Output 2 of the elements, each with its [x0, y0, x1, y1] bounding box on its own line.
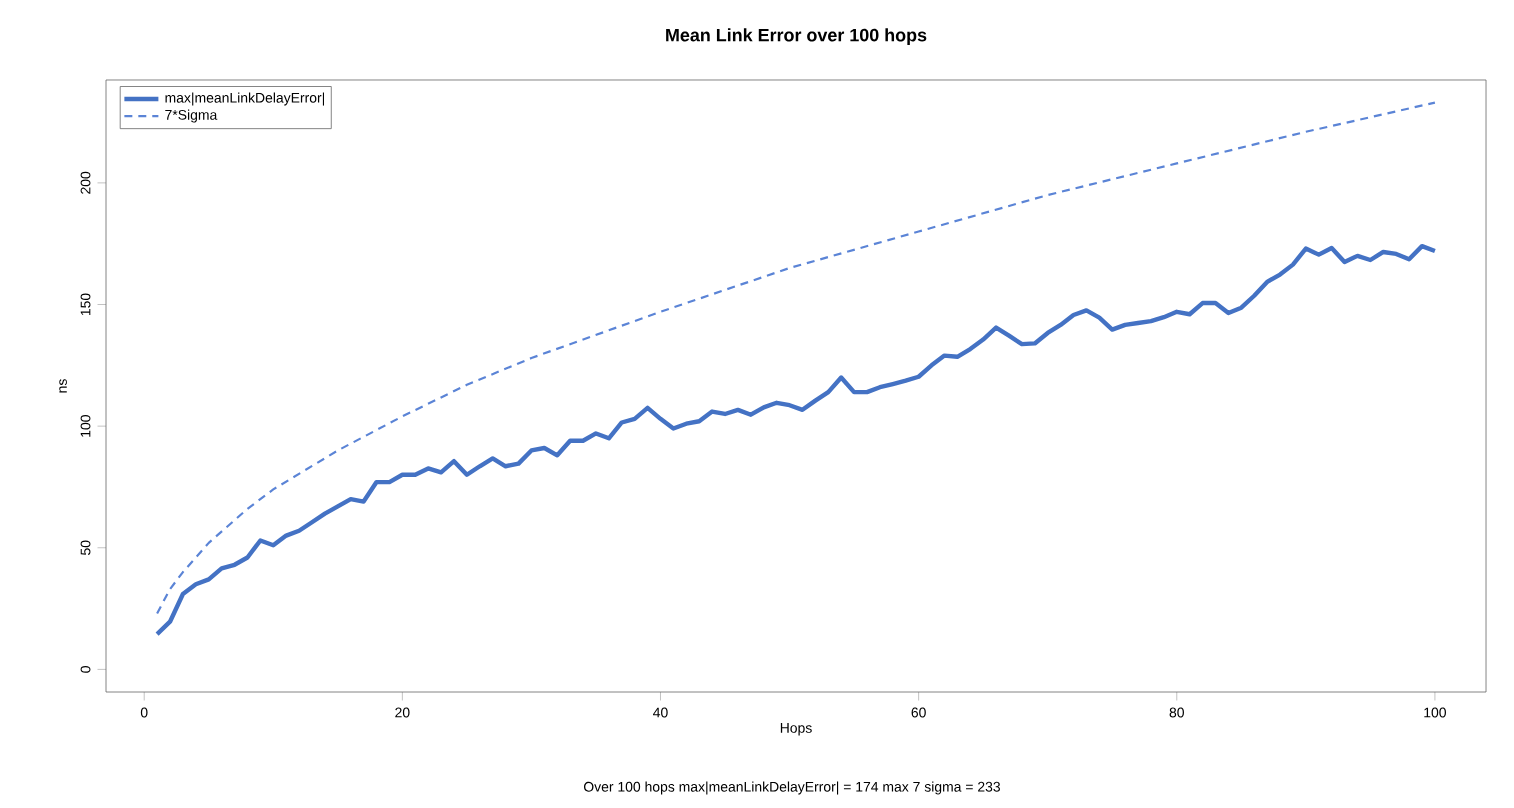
line-series [154, 243, 1438, 637]
chart-title: Mean Link Error over 100 hops [666, 28, 927, 45]
